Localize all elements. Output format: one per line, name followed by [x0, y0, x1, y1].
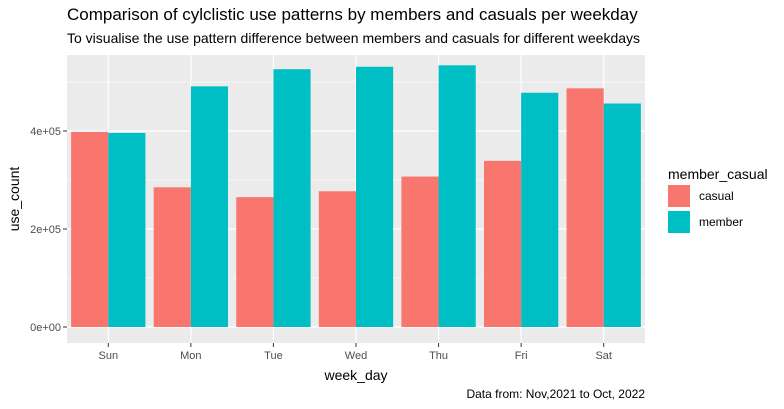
x-axis-label: week_day [323, 367, 387, 383]
legend-key-casual [668, 185, 690, 207]
bar-member-mon [190, 86, 229, 327]
x-axis: Sun Mon Tue Wed Thu Fri Sat [98, 343, 612, 362]
chart-title: Comparison of cylclistic use patterns by… [67, 5, 638, 24]
bar-member-sun [108, 132, 146, 327]
x-tick-label-wed: Wed [345, 350, 367, 362]
legend-label-member: member [699, 215, 744, 229]
chart-subtitle: To visualise the use pattern difference … [67, 30, 641, 46]
x-tick-label-tue: Tue [264, 350, 283, 362]
bar-casual-thu [401, 176, 439, 327]
x-tick-label-fri: Fri [515, 350, 528, 362]
legend-key-member [668, 211, 690, 233]
bar-casual-sun [71, 131, 109, 327]
x-tick-label-mon: Mon [180, 350, 201, 362]
bar-member-wed [356, 66, 394, 328]
x-tick-label-sun: Sun [98, 350, 118, 362]
legend-title: member_casual [668, 166, 768, 182]
bar-member-thu [438, 65, 476, 327]
bar-member-sat [603, 103, 641, 327]
bar-casual-mon [153, 187, 191, 327]
bars-group [71, 65, 641, 328]
x-tick-label-thu: Thu [429, 350, 448, 362]
x-tick-label-sat: Sat [595, 350, 612, 362]
legend-label-casual: casual [699, 189, 734, 203]
y-tick-label: 0e+00 [30, 322, 61, 334]
y-tick-label: 2e+05 [30, 224, 61, 236]
bar-casual-fri [483, 160, 522, 327]
y-axis-label: use_count [6, 167, 22, 232]
bar-casual-sat [566, 88, 604, 327]
y-tick-label: 4e+05 [30, 126, 61, 138]
bar-casual-tue [236, 197, 274, 327]
bar-member-fri [521, 92, 559, 327]
chart-caption: Data from: Nov,2021 to Oct, 2022 [466, 387, 645, 401]
bar-member-tue [273, 69, 311, 327]
y-axis: 0e+00 2e+05 4e+05 [30, 126, 67, 334]
bar-casual-wed [318, 191, 356, 327]
